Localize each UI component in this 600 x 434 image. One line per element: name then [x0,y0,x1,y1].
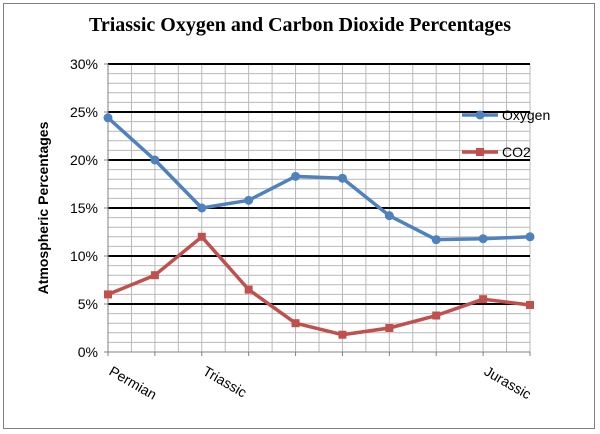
co2-point [244,285,253,294]
co2-point [526,300,534,309]
y-tick-label: 0% [78,344,98,360]
x-tick-label: Jurassic [482,363,534,403]
y-tick-labels: 0% 5% 10% 15% 20% 25% 30% [70,56,108,360]
legend-swatch-marker [476,148,484,156]
y-tick-label: 20% [70,152,98,168]
co2-series-line [107,235,531,337]
oxygen-point [197,203,207,213]
co2-point [291,319,300,328]
y-tick-label: 10% [70,248,98,264]
grid-lines [108,63,531,352]
oxygen-point [431,235,441,245]
oxygen-point [291,171,301,181]
legend-label: CO2 [502,144,531,160]
oxygen-point [150,155,160,165]
co2-point [104,290,112,299]
co2-point [385,324,394,332]
x-tick-label: Permian [107,363,160,403]
oxygen-series-line [106,116,531,242]
y-tick-label: 5% [78,296,98,312]
x-tick-labels: Permian Triassic Jurassic [107,352,534,403]
oxygen-point [525,232,535,242]
legend-swatch-marker [475,110,485,120]
oxygen-point [337,173,347,183]
y-tick-label: 30% [70,56,98,72]
oxygen-point [384,211,394,221]
y-tick-label: 25% [70,104,98,120]
oxygen-point [103,113,113,123]
oxygen-point [478,234,488,244]
y-axis-label: Atmospheric Percentages [35,121,51,294]
co2-point [432,311,441,320]
co2-point [150,271,159,280]
chart-title: Triassic Oxygen and Carbon Dioxide Perce… [88,14,512,36]
legend: Oxygen CO2 [462,107,550,160]
co2-point [197,232,206,241]
oxygen-point [244,195,254,205]
series-layer [103,113,535,339]
x-tick-label: Triassic [200,363,249,401]
co2-point [338,330,347,339]
y-tick-label: 15% [70,200,98,216]
legend-label: Oxygen [502,107,550,123]
co2-point [479,295,488,304]
